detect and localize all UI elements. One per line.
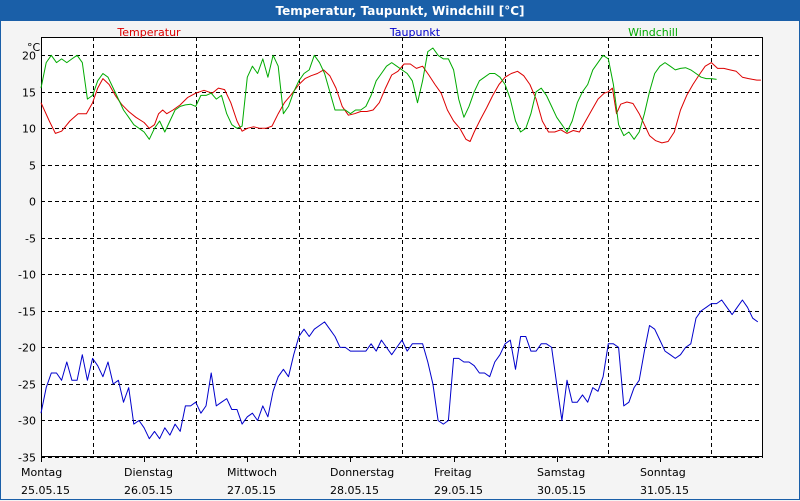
x-tick-day: Montag (21, 466, 62, 479)
series-line-temperatur (40, 62, 761, 144)
y-tick-label: 20 (22, 50, 36, 63)
x-tick-date: 28.05.15 (330, 484, 379, 497)
y-tick-label: -25 (18, 379, 36, 392)
chart-title: Temperatur, Taupunkt, Windchill [°C] (1, 1, 799, 21)
legend-temperatur: Temperatur (116, 26, 181, 39)
x-tick-date: 29.05.15 (434, 484, 483, 497)
x-tick-date: 30.05.15 (537, 484, 586, 497)
x-tick-date: 31.05.15 (640, 484, 689, 497)
x-tick-day: Donnerstag (330, 466, 394, 479)
y-tick-label: 5 (29, 160, 36, 173)
x-tick-day: Dienstag (124, 466, 173, 479)
series-line-taupunkt (40, 299, 759, 440)
series-line-windchill (40, 47, 717, 140)
x-tick-day: Sonntag (640, 466, 686, 479)
x-tick-date: 26.05.15 (124, 484, 173, 497)
y-tick-label: -30 (18, 415, 36, 428)
y-tick-label: -20 (18, 342, 36, 355)
y-tick-label: -5 (25, 233, 36, 246)
x-tick-day: Mittwoch (227, 466, 277, 479)
x-tick-date: 27.05.15 (227, 484, 276, 497)
y-tick-label: -35 (18, 452, 36, 465)
y-tick-label: 0 (29, 196, 36, 209)
x-tick-day: Samstag (537, 466, 585, 479)
y-tick-label: 15 (22, 87, 36, 100)
x-tick-day: Freitag (434, 466, 472, 479)
y-axis-unit-label: °C (27, 41, 41, 54)
y-tick-label: 10 (22, 123, 36, 136)
plot-border (41, 37, 763, 457)
y-tick-label: -15 (18, 306, 36, 319)
y-tick-label: -10 (18, 269, 36, 282)
legend-windchill: Windchill (628, 26, 678, 39)
legend-taupunkt: Taupunkt (389, 26, 441, 39)
x-tick-date: 25.05.15 (21, 484, 70, 497)
